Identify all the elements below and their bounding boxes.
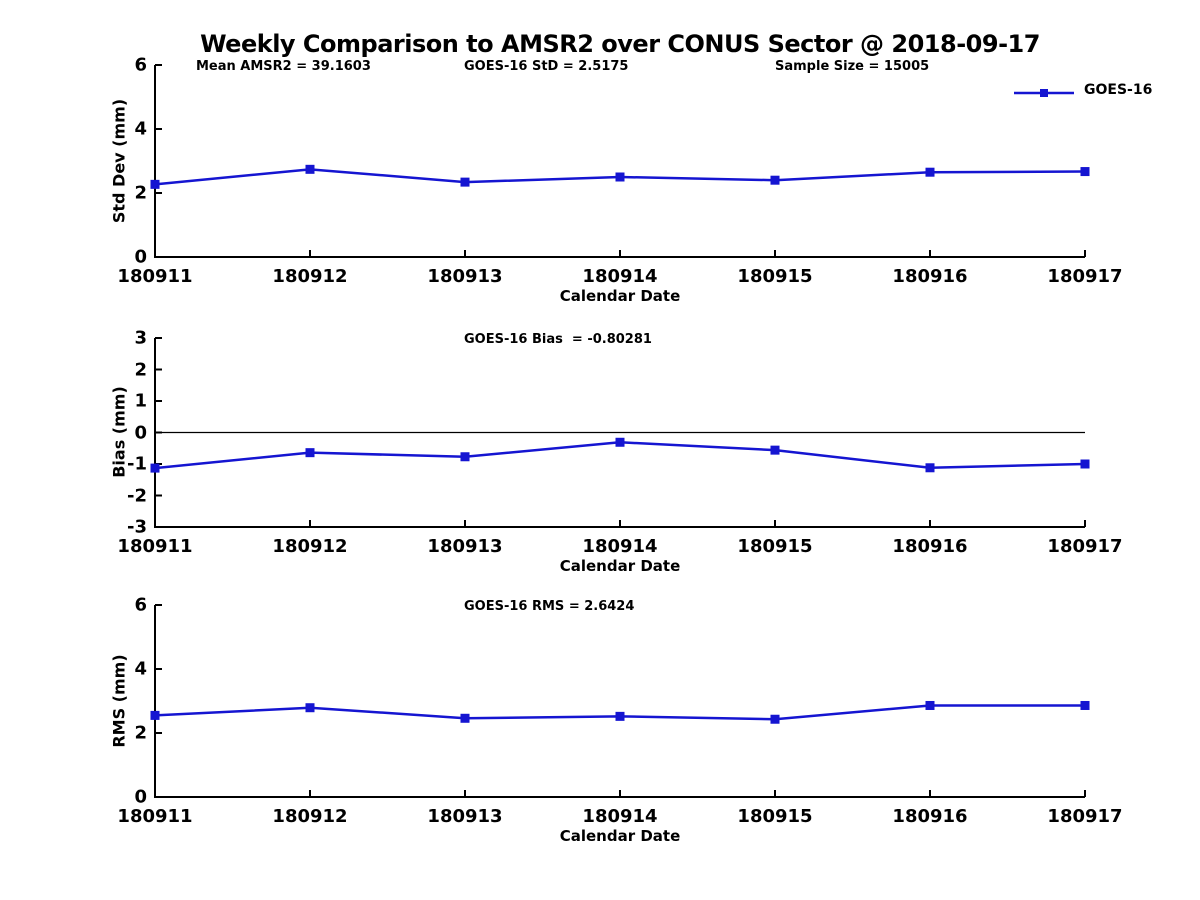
data-point-marker [925,700,935,710]
legend-line-marker-sample [1013,84,1075,97]
data-point-marker [305,703,315,713]
data-point-marker [305,164,315,174]
data-point-marker [460,713,470,723]
data-point-marker [770,175,780,185]
figure-title: Weekly Comparison to AMSR2 over CONUS Se… [200,30,1040,58]
data-point-marker [1080,459,1090,469]
legend: GOES-16 [1013,82,1152,98]
subplot-rms [150,604,1090,798]
annotation-sample-size: Sample Size = 15005 [775,59,930,74]
subplot-std-dev [150,64,1090,258]
legend-marker [1040,89,1048,97]
y-axis-label-bias: Bias (mm) [109,386,129,478]
legend-sample-svg [1014,89,1074,97]
data-point-marker [925,463,935,473]
annotation-goes16-bias: GOES-16 Bias = -0.80281 [464,332,652,347]
subplot-bias [150,337,1090,528]
x-axis-label-bias: Calendar Date [559,557,681,575]
data-point-marker [150,710,160,720]
data-point-marker [615,437,625,447]
y-axis-label-std-dev: Std Dev (mm) [109,98,129,224]
data-point-marker [925,167,935,177]
x-axis-label-rms: Calendar Date [559,827,681,845]
data-point-marker [305,448,315,458]
data-point-marker [615,711,625,721]
data-point-marker [770,445,780,455]
data-point-marker [1080,700,1090,710]
y-axis-label-rms: RMS (mm) [109,654,129,748]
data-point-marker [460,177,470,187]
data-point-marker [150,463,160,473]
annotation-mean-amsr2: Mean AMSR2 = 39.1603 [196,59,371,74]
x-axis-label-std-dev: Calendar Date [559,287,681,305]
data-point-marker [460,452,470,462]
data-point-marker [770,714,780,724]
data-point-marker [1080,167,1090,177]
data-point-marker [615,172,625,182]
annotation-goes16-std: GOES-16 StD = 2.5175 [464,59,629,74]
annotation-goes16-rms: GOES-16 RMS = 2.6424 [464,599,635,614]
data-point-marker [150,179,160,189]
legend-label: GOES-16 [1084,82,1153,98]
